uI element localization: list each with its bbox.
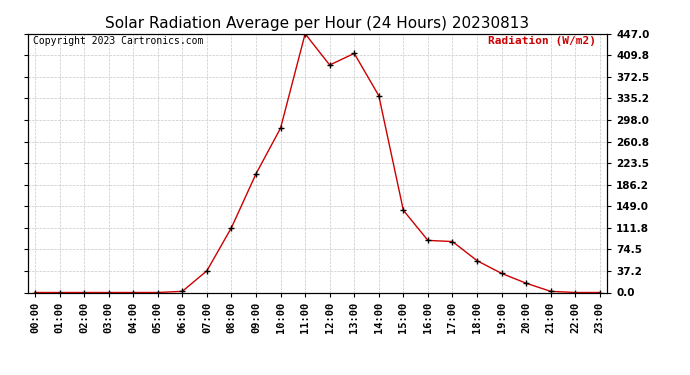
Text: Copyright 2023 Cartronics.com: Copyright 2023 Cartronics.com <box>33 36 204 46</box>
Title: Solar Radiation Average per Hour (24 Hours) 20230813: Solar Radiation Average per Hour (24 Hou… <box>106 16 529 31</box>
Text: Radiation (W/m2): Radiation (W/m2) <box>488 36 595 46</box>
